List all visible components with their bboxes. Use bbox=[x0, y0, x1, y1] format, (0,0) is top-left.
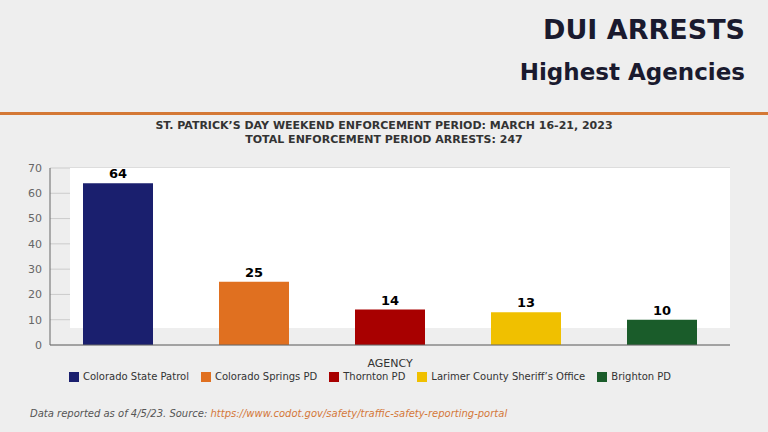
svg-text:70: 70 bbox=[28, 162, 42, 175]
html-text:TOTAL ENFORCEMENT PERIOD ARRES: TOTAL ENFORCEMENT PERIOD ARRESTS: 247 bbox=[245, 133, 523, 146]
svg-text:25: 25 bbox=[245, 265, 263, 280]
svg-text:10: 10 bbox=[653, 303, 671, 318]
svg-text:30: 30 bbox=[28, 263, 42, 276]
svg-text:14: 14 bbox=[381, 293, 399, 308]
html-text:Highest Agencies: Highest Agencies bbox=[519, 59, 745, 85]
svg-text:0: 0 bbox=[35, 339, 42, 352]
html-text:Colorado Springs PD: Colorado Springs PD bbox=[214, 371, 318, 382]
html-text:DUI ARRESTS: DUI ARRESTS bbox=[543, 14, 745, 45]
svg-text:13: 13 bbox=[517, 295, 535, 310]
svg-text:50: 50 bbox=[28, 212, 42, 225]
svg-text:AGENCY: AGENCY bbox=[367, 357, 413, 370]
svg-text:64: 64 bbox=[109, 166, 127, 181]
svg-text:10: 10 bbox=[28, 314, 42, 327]
html-text:Colorado State Patrol: Colorado State Patrol bbox=[83, 371, 189, 382]
svg-text:20: 20 bbox=[28, 288, 42, 301]
html-text:Larimer County Sheriff’s Offic: Larimer County Sheriff’s Office bbox=[431, 371, 586, 382]
html-text:Data reported as of 4/5/23. So: Data reported as of 4/5/23. Source: http… bbox=[30, 408, 508, 419]
html-text:Thornton PD: Thornton PD bbox=[343, 371, 406, 382]
svg-text:60: 60 bbox=[28, 187, 42, 200]
html-text:Brighton PD: Brighton PD bbox=[611, 371, 671, 382]
svg-text:40: 40 bbox=[28, 238, 42, 251]
html-text:ST. PATRICK’S DAY WEEKEND ENFO: ST. PATRICK’S DAY WEEKEND ENFORCEMENT PE… bbox=[155, 119, 613, 132]
